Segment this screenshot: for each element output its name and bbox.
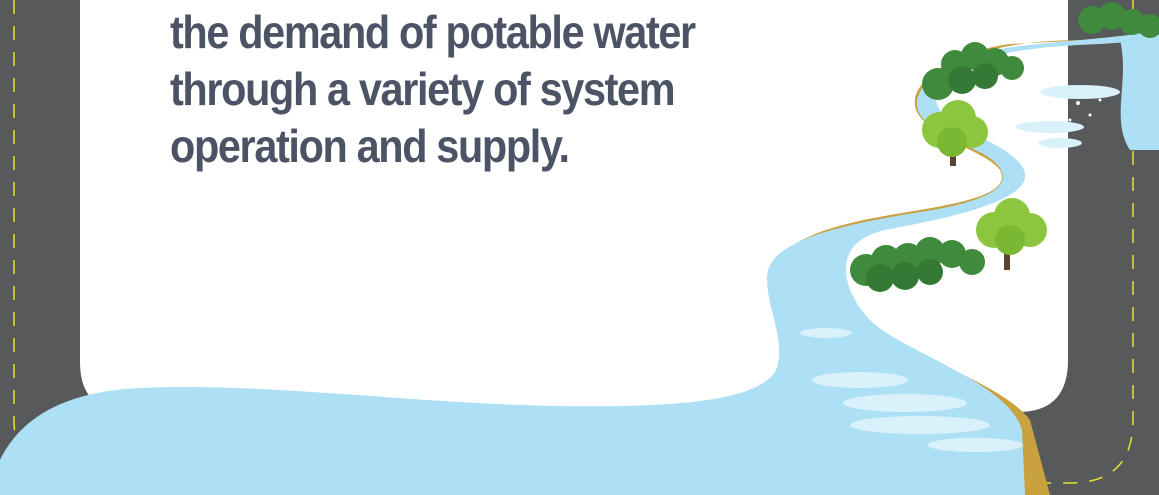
tree-light-right: [976, 198, 1047, 270]
tree-light-left: [922, 100, 988, 166]
headline-line-1: the demand of potable water: [170, 6, 696, 58]
headline-line-3: operation and supply.: [170, 120, 570, 172]
tree-cluster-top: [922, 42, 1024, 100]
tree-cluster-top-right: [1078, 2, 1159, 38]
tree-cluster-middle: [850, 237, 985, 292]
headline-line-2: through a variety of system: [170, 63, 676, 115]
water-sparkles: [1036, 98, 1102, 167]
headline: the demand of potable water through a va…: [170, 4, 728, 175]
river-branch: [1120, 30, 1159, 150]
water-highlights: [800, 85, 1120, 452]
